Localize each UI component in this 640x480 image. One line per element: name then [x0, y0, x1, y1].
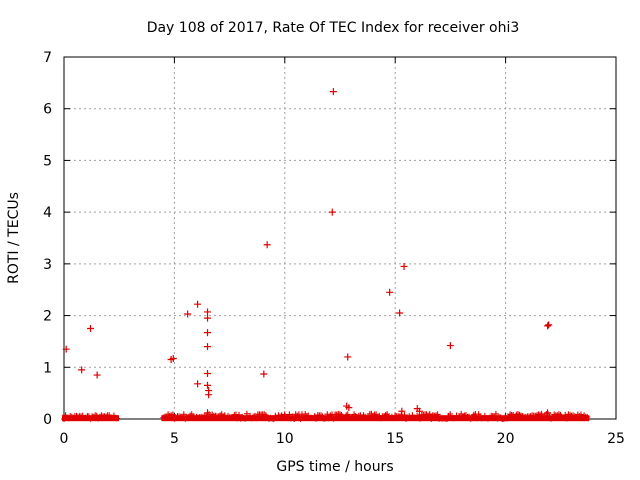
data-point: [93, 371, 101, 379]
x-tick-labels: 0 5 10 15 20 25: [60, 431, 625, 447]
x-tick-label: 10: [276, 431, 294, 447]
data-point: [386, 288, 394, 296]
grid-lines: [64, 57, 616, 419]
x-tick-label: 25: [607, 431, 625, 447]
data-point: [396, 309, 404, 317]
data-point: [194, 300, 202, 308]
data-point: [263, 241, 271, 249]
data-point: [169, 354, 177, 362]
y-tick-label: 5: [43, 153, 52, 169]
data-point: [329, 88, 337, 96]
data-point: [204, 329, 212, 337]
y-axis-label: ROTI / TECUs: [6, 192, 22, 284]
x-axis-label: GPS time / hours: [276, 459, 393, 475]
y-tick-label: 6: [43, 102, 52, 118]
data-point: [62, 345, 70, 353]
x-tick-label: 5: [170, 431, 179, 447]
baseline-bump-point: [204, 409, 212, 417]
data-point: [545, 321, 553, 329]
data-point: [544, 322, 552, 330]
data-point: [328, 208, 336, 216]
data-point: [446, 342, 454, 350]
x-tick-label: 0: [60, 431, 69, 447]
baseline-segment: [160, 410, 591, 422]
data-point: [86, 325, 94, 332]
data-point: [78, 366, 86, 374]
data-point: [400, 262, 408, 270]
data-point: [204, 343, 212, 351]
axis-ticks: [63, 56, 617, 420]
data-point: [204, 369, 212, 377]
y-tick-label: 7: [43, 50, 52, 66]
y-tick-label: 3: [43, 257, 52, 273]
y-tick-label: 4: [43, 205, 52, 221]
y-tick-label: 0: [43, 412, 52, 428]
baseline-marks: [61, 412, 120, 422]
y-tick-labels: 0 1 2 3 4 5 6 7: [43, 50, 52, 428]
data-points: [62, 88, 553, 399]
baseline-markers: [61, 402, 591, 422]
baseline-segment: [61, 412, 120, 422]
data-point: [184, 310, 192, 318]
x-tick-label: 20: [497, 431, 515, 447]
data-point: [204, 314, 212, 322]
y-tick-label: 1: [43, 360, 52, 376]
data-point: [194, 380, 202, 388]
baseline-bump-point: [544, 409, 552, 417]
data-point: [204, 381, 212, 389]
chart-title: Day 108 of 2017, Rate Of TEC Index for r…: [147, 20, 520, 36]
baseline-bump-point: [398, 407, 406, 415]
baseline-marks: [160, 410, 591, 422]
data-point: [204, 308, 212, 316]
data-point: [344, 353, 352, 361]
baseline-bump-point: [415, 407, 423, 415]
data-point: [205, 391, 213, 399]
x-tick-label: 15: [386, 431, 404, 447]
baseline-bump-point: [345, 404, 353, 412]
plot-frame: [63, 56, 617, 420]
y-tick-label: 2: [43, 309, 52, 325]
data-point: [260, 370, 268, 378]
